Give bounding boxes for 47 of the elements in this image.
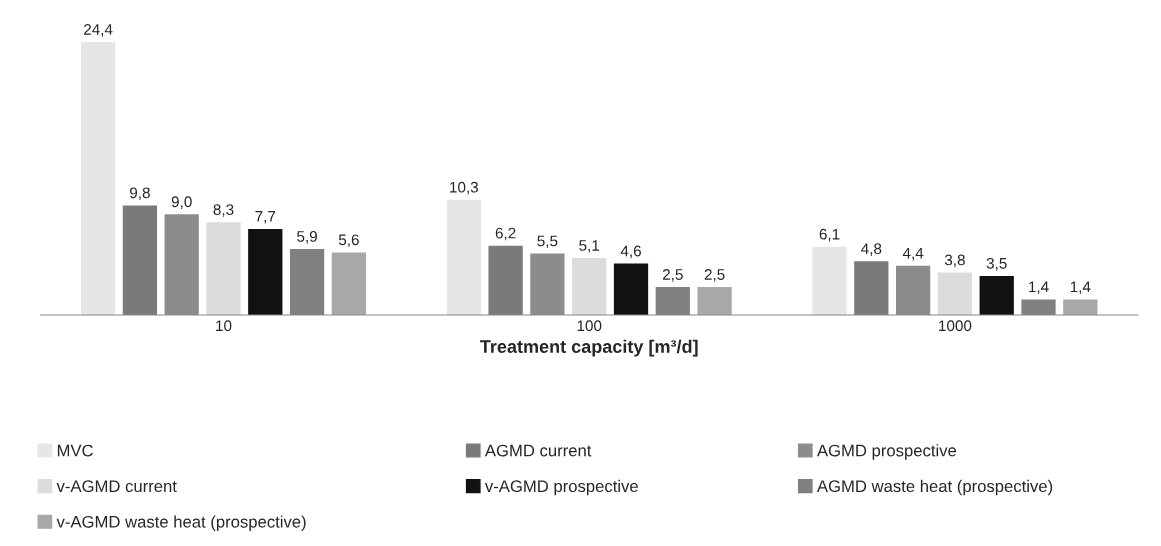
legend-label: v-AGMD prospective: [484, 479, 638, 496]
bar: [331, 252, 367, 316]
bar: [572, 257, 607, 316]
data-label: 9,0: [171, 196, 192, 209]
data-label: 24,4: [84, 24, 113, 37]
bar: [80, 42, 116, 316]
bar: [937, 272, 973, 316]
legend-label: v-AGMD waste heat (prospective): [56, 515, 306, 531]
data-label: 1,4: [1070, 281, 1091, 294]
data-label: 9,8: [130, 187, 150, 201]
bar: [697, 287, 732, 316]
data-label: 5,9: [297, 231, 317, 244]
data-label: 4,6: [620, 245, 641, 259]
bar: [1063, 299, 1098, 316]
bar: [488, 245, 523, 316]
data-label: 5,5: [537, 235, 558, 249]
bar: [613, 263, 649, 316]
data-label: 2,5: [704, 269, 725, 282]
bar: [812, 246, 847, 316]
x-tick-label: 10: [216, 320, 232, 332]
data-label: 8,3: [213, 204, 234, 217]
data-label: 5,6: [338, 234, 359, 247]
legend-label: AGMD prospective: [816, 444, 957, 460]
x-tick-label: 1000: [939, 320, 972, 332]
legend-label: AGMD current: [484, 444, 592, 457]
data-label: 7,7: [255, 211, 276, 224]
bar: [854, 261, 889, 316]
data-label: 4,4: [902, 247, 924, 261]
bar: [979, 275, 1014, 316]
bar: [206, 222, 241, 316]
data-label: 6,1: [819, 228, 840, 242]
bar: [446, 199, 481, 316]
data-label: 2,5: [662, 269, 683, 282]
x-axis-title: Treatment capacity [m³/d]: [480, 339, 698, 357]
bar: [248, 228, 283, 316]
legend-label: v-AGMD current: [56, 480, 177, 493]
data-label: 10,3: [450, 181, 479, 195]
data-label: 1,4: [1029, 281, 1049, 294]
legend-label: AGMD waste heat (prospective): [816, 479, 1053, 496]
x-tick-label: 100: [577, 320, 602, 332]
data-label: 4,8: [861, 243, 882, 256]
data-label: 3,8: [944, 254, 965, 268]
bar: [122, 205, 158, 316]
data-label: 5,1: [579, 240, 600, 253]
data-label: 6,2: [495, 227, 516, 241]
data-label: 3,5: [986, 257, 1007, 271]
legend-label: MVC: [57, 444, 93, 457]
